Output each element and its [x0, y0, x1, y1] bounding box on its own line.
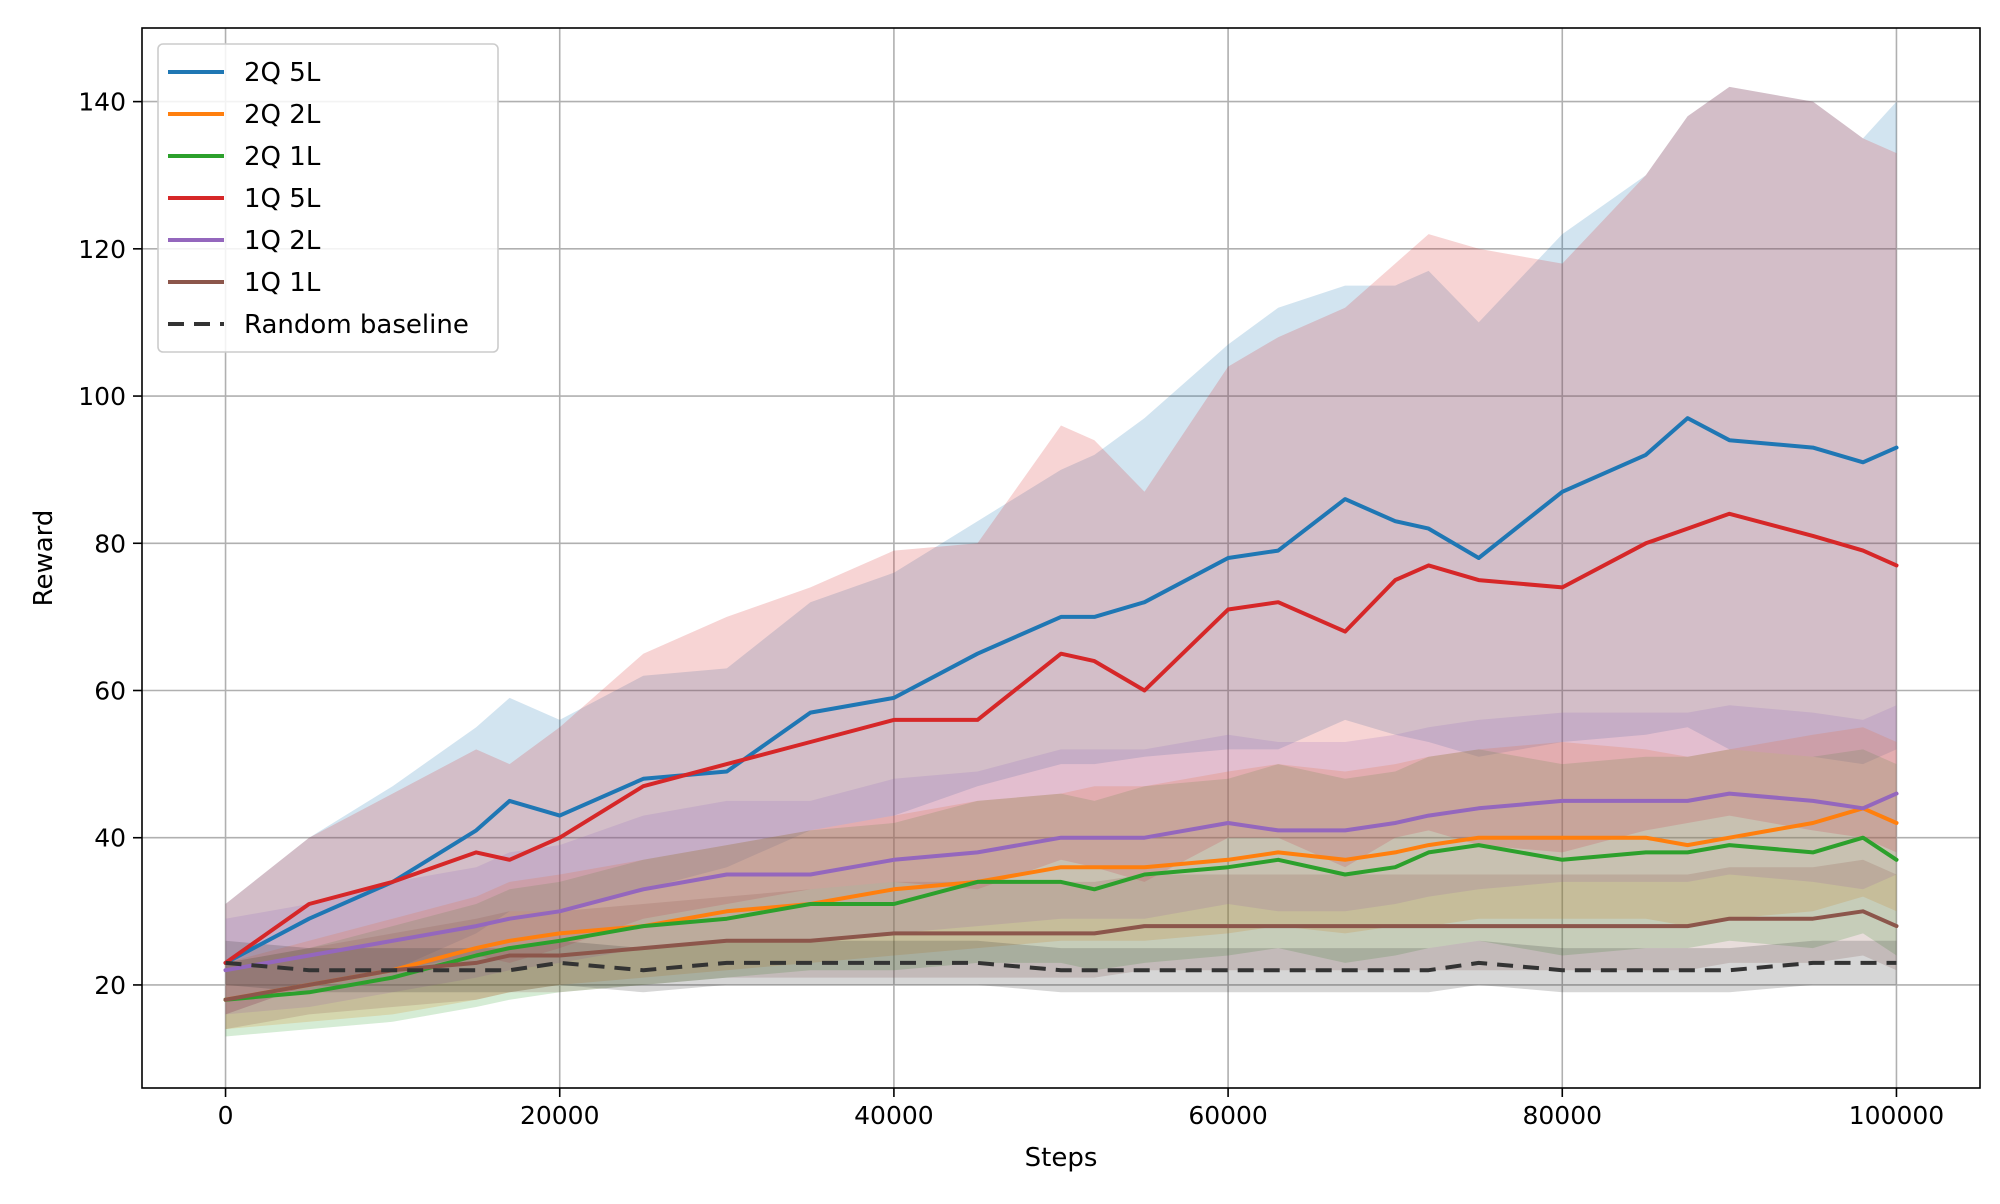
plot-area-frame — [141, 27, 1981, 1089]
legend-label: 1Q 2L — [244, 226, 321, 256]
band-2q-1l — [225, 749, 1897, 1037]
y-tick-label: 120 — [78, 235, 126, 264]
series-lines — [223, 416, 1899, 1002]
line-1q-1l — [223, 909, 1899, 1002]
legend: 2Q 5L 2Q 2L 2Q 1L 1Q 5L 1Q 2L 1Q 1L Random bas… — [157, 43, 499, 353]
band-1q-2l — [225, 705, 1897, 1015]
grid — [142, 28, 1980, 1088]
line-1q-5l — [223, 511, 1899, 965]
x-tick-label: 80000 — [1523, 1101, 1603, 1130]
axis-ticks: 0 20000 40000 60000 80000 100000 20 40 60 80 100 12… — [78, 88, 1944, 1130]
x-tick-label: 100000 — [1849, 1101, 1944, 1130]
band-2q-5l — [225, 86, 1897, 1015]
band-1q-1l — [225, 859, 1897, 1030]
y-tick-label: 40 — [94, 824, 126, 853]
x-tick-label: 20000 — [520, 1101, 600, 1130]
x-tick-label: 40000 — [854, 1101, 934, 1130]
line-2q-1l — [223, 835, 1899, 1002]
confidence-bands — [225, 86, 1897, 1037]
y-tick-label: 100 — [78, 382, 126, 411]
legend-label: 1Q 1L — [244, 268, 321, 298]
line-1q-2l — [223, 791, 1899, 973]
x-tick-label: 0 — [218, 1101, 234, 1130]
legend-label: 2Q 1L — [244, 142, 321, 172]
y-tick-label: 20 — [94, 971, 126, 1000]
x-tick-label: 60000 — [1188, 1101, 1268, 1130]
line-2q-5l — [223, 416, 1899, 965]
legend-label: Random baseline — [244, 310, 469, 340]
x-axis-label: Steps — [1025, 1143, 1098, 1173]
y-tick-label: 80 — [94, 529, 126, 558]
legend-label: 2Q 5L — [244, 58, 321, 88]
legend-box — [157, 43, 499, 353]
band-2q-2l — [225, 727, 1897, 1030]
line-2q-2l — [223, 806, 1899, 1002]
line-random-baseline — [225, 960, 1897, 973]
band-random-baseline — [225, 940, 1897, 993]
y-tick-label: 140 — [78, 88, 126, 117]
band-1q-5l — [225, 86, 1897, 1015]
y-tick-label: 60 — [94, 677, 126, 706]
y-axis-label: Reward — [29, 510, 59, 607]
legend-label: 2Q 2L — [244, 100, 321, 130]
legend-label: 1Q 5L — [244, 184, 321, 214]
